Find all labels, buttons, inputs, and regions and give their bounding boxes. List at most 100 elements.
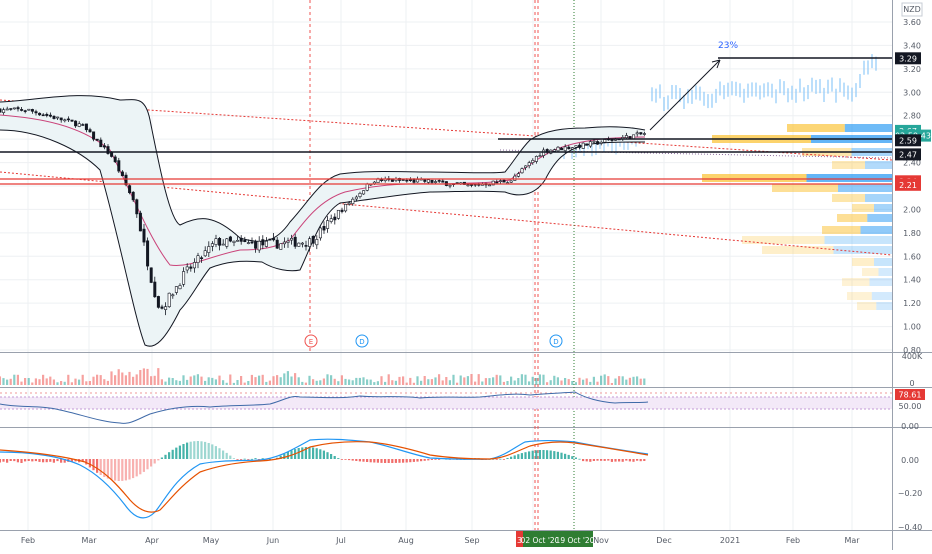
volume-bar — [78, 379, 81, 385]
macd-bar — [247, 459, 250, 460]
time-highlight-label-2: 19 Oct '20 — [556, 536, 595, 545]
candle-body — [592, 140, 596, 143]
volume-bar — [502, 381, 505, 385]
volume-bar — [229, 374, 232, 385]
candle-body — [603, 139, 607, 143]
candle-body — [52, 115, 56, 119]
volume-profile-buy — [865, 194, 892, 202]
volume-bar — [531, 376, 534, 385]
rsi-line — [0, 391, 649, 424]
volume-bar — [110, 371, 113, 385]
volume-bar — [430, 379, 433, 385]
volume-bar — [542, 374, 545, 385]
candle-body — [344, 204, 348, 212]
volume-bar — [366, 379, 369, 385]
volume-bar — [582, 379, 585, 385]
macd-bar — [13, 459, 16, 462]
volume-bar — [326, 374, 329, 385]
volume-bar — [524, 374, 527, 385]
macd-bar — [189, 441, 192, 459]
macd-bar — [535, 450, 538, 459]
volume-profile-buy — [878, 268, 892, 276]
volume-bar — [571, 381, 574, 385]
macd-bar — [412, 459, 415, 462]
volume-bar — [60, 381, 63, 385]
volume-bar — [466, 376, 469, 385]
candle-body — [146, 240, 150, 267]
volume-bar — [474, 381, 477, 385]
macd-bar — [596, 459, 599, 461]
volume-tick-max: 400K — [902, 352, 923, 361]
volume-bar — [261, 374, 264, 385]
volume-profile-sell — [762, 246, 834, 254]
candle-body — [264, 240, 268, 247]
volume-bar — [0, 376, 1, 385]
macd-bar — [186, 442, 189, 459]
macd-bar — [16, 459, 19, 463]
volume-bar — [456, 382, 459, 385]
volume-bar — [481, 381, 484, 385]
time-label-nov: Nov — [593, 536, 609, 545]
candle-body — [56, 116, 60, 119]
candle-body — [92, 131, 96, 140]
candle-body — [351, 198, 355, 204]
volume-bar — [492, 377, 495, 385]
bollinger-bands — [0, 95, 646, 347]
macd-bar — [207, 443, 210, 459]
macd-bar — [358, 459, 361, 462]
volume-bar — [553, 375, 556, 385]
macd-bar — [70, 459, 73, 462]
macd-bar — [38, 459, 41, 462]
candle-body — [185, 266, 189, 271]
volume-profile-buy — [838, 184, 892, 192]
candle-body — [599, 141, 603, 144]
macd-bar — [499, 458, 502, 460]
candle-body — [239, 237, 243, 242]
macd-bar — [542, 450, 545, 459]
candle-body — [628, 136, 632, 139]
candle-body — [160, 306, 164, 309]
macd-bar — [268, 458, 271, 460]
candle-body — [200, 257, 204, 260]
candle-body — [347, 202, 351, 205]
event-marker-earnings — [304, 334, 318, 348]
macd-bar — [621, 459, 624, 462]
volume-bar — [132, 376, 135, 385]
volume-bar — [168, 377, 171, 385]
macd-bar — [510, 456, 513, 459]
candle-body — [95, 138, 99, 141]
volume-profile-buy — [844, 124, 893, 132]
candle-body — [552, 149, 556, 152]
candle-body — [174, 286, 178, 293]
candle-body — [153, 281, 157, 298]
candle-body — [236, 240, 240, 242]
candle-body — [88, 129, 92, 133]
candle-body — [405, 179, 409, 182]
candle-body — [171, 294, 175, 297]
event-markers[interactable]: E D D — [304, 334, 563, 348]
candle-body — [59, 117, 63, 121]
volume-bar — [312, 379, 315, 385]
macd-bar — [229, 455, 232, 459]
candle-body — [300, 242, 304, 245]
volume-bar — [499, 375, 502, 385]
candle-body — [214, 238, 218, 245]
candle-body — [286, 240, 290, 243]
volume-bar — [279, 377, 282, 385]
candle-body — [524, 165, 528, 168]
volume-bar — [322, 378, 325, 385]
candle-body — [340, 209, 344, 212]
candle-body — [246, 242, 250, 244]
volume-bar — [42, 374, 45, 385]
macd-bar — [618, 459, 621, 462]
macd-bar — [218, 448, 221, 459]
macd-bar — [607, 459, 610, 461]
volume-bar — [211, 377, 214, 385]
macd-bar — [171, 449, 174, 459]
volume-bar — [333, 378, 336, 385]
volume-bar — [420, 380, 423, 385]
volume-bar — [567, 379, 570, 385]
candle-body — [203, 250, 207, 257]
volume-bar — [448, 380, 451, 385]
macd-bar — [610, 459, 613, 462]
